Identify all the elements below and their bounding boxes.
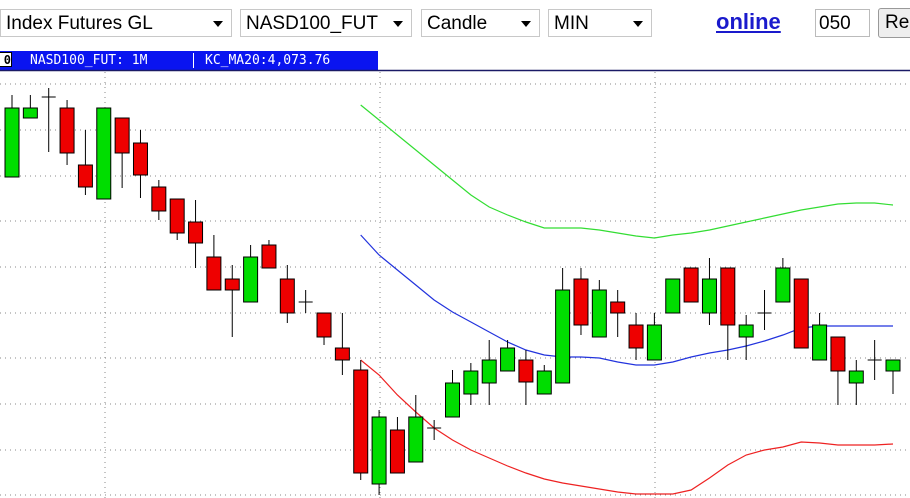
candle-body — [243, 256, 259, 303]
candle-body — [665, 278, 681, 314]
candle-body — [206, 256, 222, 291]
separator — [193, 53, 194, 68]
candle-body — [132, 142, 148, 176]
candle-body — [279, 278, 295, 314]
period-select[interactable]: MIN — [548, 9, 652, 37]
candle-body — [261, 244, 277, 269]
candle-body — [22, 107, 38, 119]
candle-body — [628, 324, 644, 349]
candle-body — [518, 359, 534, 383]
candle-body — [591, 289, 607, 338]
candle-body — [885, 359, 901, 372]
candle-body — [536, 370, 552, 395]
candle-body — [463, 370, 479, 395]
candle-body — [701, 278, 717, 314]
indicator-line — [360, 104, 894, 239]
candle-body — [188, 221, 204, 244]
candle-body — [77, 164, 93, 188]
candle-body — [316, 312, 332, 338]
symbol-label: NASD100_FUT: 1M — [30, 53, 148, 68]
grid — [0, 72, 910, 498]
candle-body — [4, 107, 20, 178]
candle-body — [371, 416, 387, 485]
candle-body — [59, 107, 75, 154]
candle-body — [555, 289, 571, 384]
candle-body — [738, 324, 754, 338]
candle-body — [646, 324, 662, 361]
candle-body — [445, 382, 460, 418]
candle-body — [775, 267, 791, 303]
candle-body — [169, 198, 185, 234]
candle-body — [683, 267, 699, 303]
candle-body — [353, 369, 369, 474]
candle-body — [96, 107, 112, 200]
indicator-label: KC_MA20:4,073.76 — [205, 53, 331, 68]
online-link[interactable]: online — [716, 9, 781, 34]
candle-body — [610, 301, 626, 314]
candle-body — [334, 347, 350, 361]
candle-body — [848, 370, 864, 384]
chart-type-select[interactable]: Candle — [421, 9, 540, 37]
candle-body — [830, 336, 846, 372]
candle-body — [481, 359, 497, 384]
candle-body — [500, 347, 516, 372]
candle-body — [224, 278, 240, 291]
count-input[interactable]: 050 — [815, 9, 870, 37]
refresh-button[interactable]: Re — [878, 8, 910, 38]
info-bar: 0 NASD100_FUT: 1M KC_MA20:4,073.76 — [0, 51, 378, 70]
candle-body — [793, 278, 809, 349]
market-select[interactable]: Index Futures GL — [0, 9, 232, 37]
candle-body — [720, 267, 736, 326]
indicator-line — [360, 359, 894, 495]
candle-body — [151, 186, 167, 212]
candle-body — [573, 278, 589, 326]
candle-body — [114, 117, 130, 154]
candle-body — [408, 416, 424, 463]
info-box: 0 — [0, 52, 12, 67]
candle-body — [812, 324, 828, 361]
candle-body — [389, 429, 405, 474]
symbol-select[interactable]: NASD100_FUT — [240, 9, 412, 37]
